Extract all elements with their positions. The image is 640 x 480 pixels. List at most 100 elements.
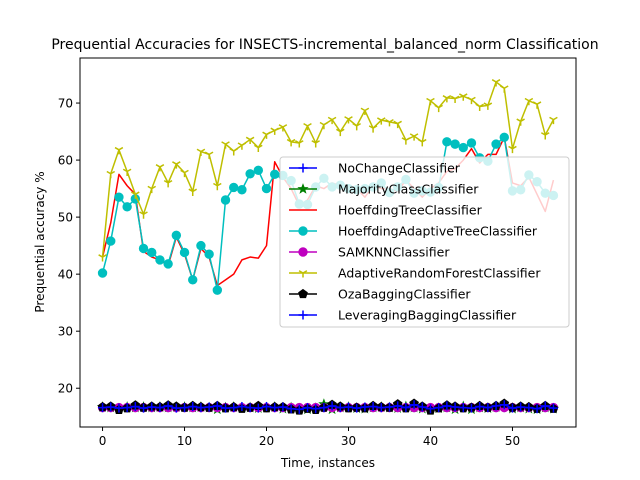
legend-item-hoeffding-adaptive-tree: HoeffdingAdaptiveTreeClassifier: [289, 224, 538, 239]
data-point-adaptive-random-forest: [483, 102, 493, 110]
data-point-adaptive-random-forest: [417, 138, 427, 147]
legend-item-majority-class: MajorityClassClassifier: [289, 182, 479, 197]
legend-marker: [298, 270, 308, 278]
data-point-leveraging-bagging: [106, 402, 116, 412]
data-point-leveraging-bagging: [270, 403, 280, 413]
data-point-adaptive-random-forest: [139, 211, 148, 219]
data-point-leveraging-bagging: [516, 402, 526, 412]
data-point-hoeffding-adaptive-tree: [442, 137, 452, 147]
data-point-adaptive-random-forest: [254, 144, 263, 153]
data-point-leveraging-bagging: [507, 403, 517, 413]
series-adaptive-random-forest: [98, 79, 558, 262]
data-point-adaptive-random-forest: [516, 118, 525, 126]
legend-item-oza-bagging: OzaBaggingClassifier: [289, 287, 471, 302]
data-point-leveraging-bagging: [188, 401, 198, 411]
data-point-adaptive-random-forest: [122, 168, 132, 176]
data-point-adaptive-random-forest: [172, 161, 181, 169]
data-point-leveraging-bagging: [409, 400, 419, 410]
data-point-adaptive-random-forest: [196, 148, 206, 157]
data-point-adaptive-random-forest: [303, 122, 312, 131]
legend-label: HoeffdingTreeClassifier: [338, 203, 483, 218]
data-point-adaptive-random-forest: [336, 128, 345, 137]
data-point-adaptive-random-forest: [229, 148, 239, 156]
data-point-leveraging-bagging: [458, 403, 468, 413]
data-point-leveraging-bagging: [278, 402, 288, 412]
data-point-adaptive-random-forest: [155, 164, 165, 172]
data-point-adaptive-random-forest: [442, 95, 452, 103]
x-axis-label: Time, instances: [280, 456, 375, 470]
data-point-adaptive-random-forest: [549, 116, 558, 125]
data-point-adaptive-random-forest: [213, 182, 222, 191]
data-point-hoeffding-adaptive-tree: [212, 285, 223, 295]
y-tick-label: 40: [58, 268, 73, 282]
data-point-leveraging-bagging: [245, 403, 255, 413]
data-point-leveraging-bagging: [98, 403, 108, 413]
legend-marker: [298, 288, 308, 299]
data-point-hoeffding-adaptive-tree: [114, 192, 124, 202]
data-point-leveraging-bagging: [475, 401, 485, 411]
data-point-hoeffding-adaptive-tree: [450, 139, 460, 149]
x-tick-label: 0: [99, 434, 107, 448]
data-point-leveraging-bagging: [466, 403, 476, 413]
data-point-adaptive-random-forest: [385, 118, 394, 127]
data-point-hoeffding-adaptive-tree: [491, 139, 501, 149]
data-point-leveraging-bagging: [417, 402, 427, 412]
data-point-adaptive-random-forest: [311, 140, 320, 148]
data-point-adaptive-random-forest: [262, 131, 271, 139]
y-tick-label: 50: [58, 211, 73, 225]
data-point-leveraging-bagging: [393, 401, 403, 411]
legend-item-leveraging-bagging: LeveragingBaggingClassifier: [289, 308, 517, 323]
data-point-adaptive-random-forest: [499, 85, 509, 93]
data-point-leveraging-bagging: [163, 401, 173, 411]
data-point-leveraging-bagging: [442, 401, 452, 411]
legend-label: AdaptiveRandomForestClassifier: [338, 266, 541, 281]
legend-marker: [297, 183, 309, 194]
data-point-adaptive-random-forest: [286, 138, 296, 147]
y-axis-label: Prequential accuracy %: [33, 171, 47, 312]
data-point-hoeffding-adaptive-tree: [229, 182, 239, 193]
data-point-hoeffding-adaptive-tree: [138, 243, 149, 254]
data-point-hoeffding-adaptive-tree: [204, 249, 214, 259]
x-tick-label: 10: [177, 434, 192, 448]
data-point-leveraging-bagging: [491, 401, 501, 411]
data-point-adaptive-random-forest: [114, 146, 124, 155]
data-point-leveraging-bagging: [532, 404, 542, 414]
data-point-hoeffding-adaptive-tree: [499, 132, 509, 142]
series-leveraging-bagging: [98, 400, 558, 414]
data-point-leveraging-bagging: [450, 402, 460, 412]
y-tick-label: 20: [58, 382, 73, 396]
data-point-adaptive-random-forest: [450, 95, 460, 103]
data-point-adaptive-random-forest: [524, 97, 534, 106]
x-tick-label: 50: [505, 434, 520, 448]
chart-title: Prequential Accuracies for INSECTS-incre…: [51, 37, 598, 53]
data-point-hoeffding-adaptive-tree: [458, 142, 468, 153]
data-point-leveraging-bagging: [155, 403, 165, 413]
data-point-hoeffding-adaptive-tree: [466, 138, 477, 148]
data-point-hoeffding-adaptive-tree: [188, 275, 198, 285]
legend-item-no-change: NoChangeClassifier: [289, 161, 461, 176]
legend: NoChangeClassifier MajorityClassClassifie…: [279, 156, 570, 328]
data-point-adaptive-random-forest: [327, 116, 337, 125]
data-point-leveraging-bagging: [343, 402, 353, 412]
data-point-adaptive-random-forest: [106, 170, 116, 179]
data-point-leveraging-bagging: [237, 401, 247, 411]
data-point-leveraging-bagging: [311, 404, 321, 414]
data-point-leveraging-bagging: [253, 403, 263, 413]
x-tick-label: 30: [341, 434, 356, 448]
data-point-adaptive-random-forest: [532, 101, 542, 109]
data-point-leveraging-bagging: [122, 403, 132, 413]
data-point-leveraging-bagging: [319, 403, 329, 413]
data-point-leveraging-bagging: [384, 402, 394, 412]
legend-marker: [298, 226, 308, 236]
legend-label: SAMKNNClassifier: [338, 245, 450, 260]
data-point-hoeffding-adaptive-tree: [270, 169, 280, 180]
y-tick-label: 70: [58, 97, 73, 111]
data-point-leveraging-bagging: [499, 400, 509, 410]
legend-box: [279, 156, 570, 328]
data-point-leveraging-bagging: [139, 403, 149, 413]
data-point-leveraging-bagging: [294, 404, 304, 414]
data-point-leveraging-bagging: [335, 403, 345, 413]
data-point-leveraging-bagging: [352, 403, 362, 413]
data-point-leveraging-bagging: [368, 401, 378, 411]
